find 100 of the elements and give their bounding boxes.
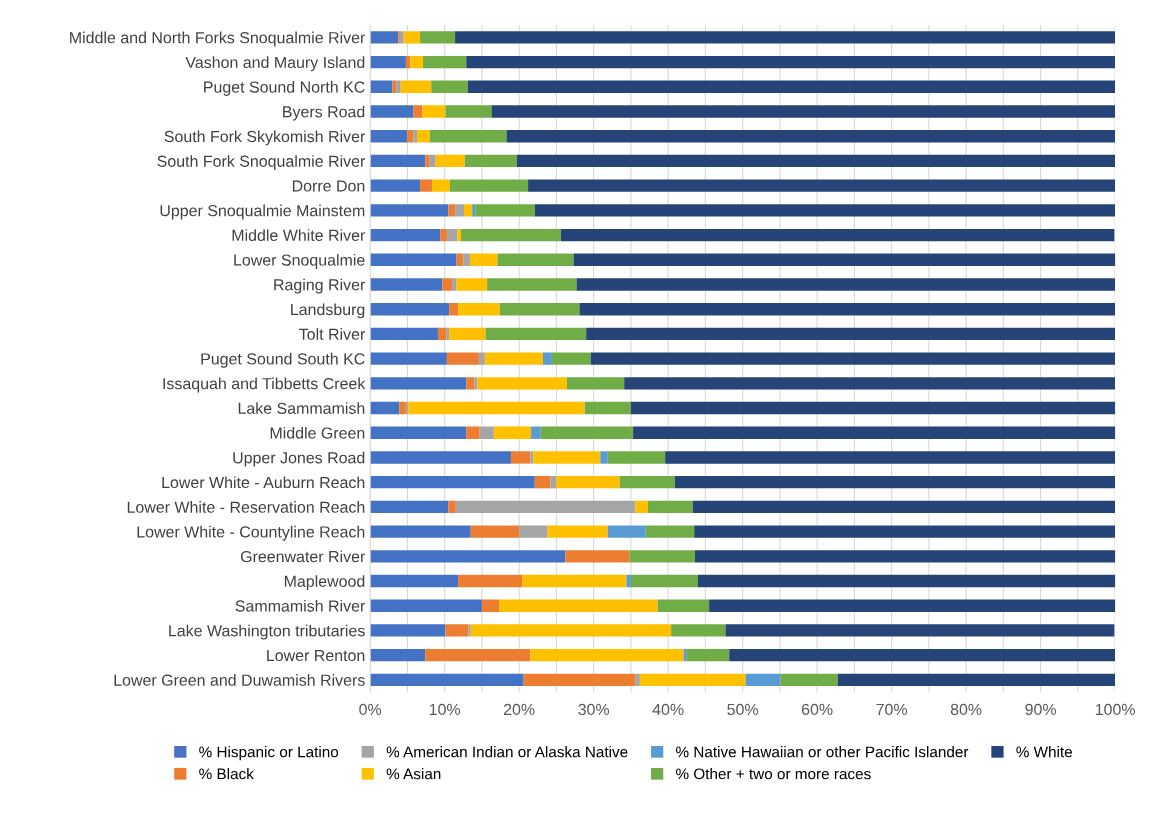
bar (478, 352, 485, 365)
bar (466, 55, 1116, 69)
x-tick-label: 80% (950, 703, 982, 716)
bar (420, 179, 432, 192)
bar (422, 105, 446, 118)
bar (467, 80, 1116, 93)
bar (370, 105, 414, 118)
bar (519, 525, 548, 538)
bar (449, 303, 459, 316)
y-tick-label: Lower Snoqualmie (234, 253, 365, 269)
bar (370, 426, 467, 439)
legend-label: % White (1016, 746, 1072, 758)
y-tick-label: Middle Green (270, 426, 365, 439)
bar (456, 278, 488, 291)
y-tick-label: Lower White - Auburn Reach (162, 476, 365, 489)
bar (487, 278, 577, 291)
bar (370, 648, 426, 662)
bar (497, 253, 574, 266)
bar (468, 624, 471, 637)
x-tick-label: 20% (503, 703, 535, 716)
bar (565, 550, 630, 563)
bar (370, 624, 446, 637)
y-tick-label: Lower White - Countyline Reach (137, 525, 365, 541)
bar (626, 574, 631, 588)
y-tick-label: Vashon and Maury Island (185, 56, 365, 72)
bar (531, 426, 541, 439)
bar (745, 673, 781, 687)
x-tick-label: 0% (359, 703, 382, 716)
bar (370, 599, 482, 612)
bar (586, 327, 1116, 341)
legend-label: % Native Hawaiian or other Pacific Islander (676, 746, 969, 758)
bar (624, 377, 1116, 390)
legend-label: % Black (199, 768, 254, 780)
bar (674, 476, 1116, 489)
bar (550, 476, 557, 489)
bar (457, 228, 462, 242)
bar (370, 278, 443, 291)
bar (542, 352, 552, 365)
bar (425, 154, 430, 168)
bar (780, 673, 838, 687)
y-tick-label: Lower White - Reservation Reach (127, 501, 365, 513)
bar (725, 624, 1115, 637)
y-tick-label: Landsburg (291, 303, 365, 319)
bar (648, 500, 693, 514)
y-tick-label: Greenwater River (240, 550, 366, 563)
bar (370, 352, 447, 365)
x-tick-label: 50% (727, 703, 759, 716)
bar (484, 352, 543, 365)
bar (440, 228, 447, 242)
bar (423, 55, 467, 69)
bar (455, 500, 636, 514)
bar (630, 401, 1116, 415)
bar (556, 476, 620, 489)
bar (403, 31, 421, 44)
bar (475, 204, 535, 217)
bar (452, 278, 457, 291)
bar (657, 599, 710, 612)
bar (410, 55, 424, 69)
bar (370, 303, 450, 316)
bar (630, 574, 698, 588)
bar (370, 228, 441, 242)
bar (477, 377, 567, 390)
bar (370, 500, 449, 514)
legend-label: % Hispanic or Latino (199, 746, 339, 761)
bar (458, 303, 500, 316)
y-tick-label: Middle and North Forks Snoqualmie River (70, 31, 366, 47)
y-tick-label: South Fork Snoqualmie River (157, 155, 366, 171)
bar (370, 253, 457, 266)
bar (461, 228, 561, 242)
bar (370, 377, 467, 390)
bar (445, 624, 469, 637)
bar (474, 377, 478, 390)
bar (694, 525, 1116, 538)
bar (516, 154, 1116, 168)
bar (639, 673, 746, 687)
bar (458, 574, 523, 588)
bar (420, 31, 456, 44)
bar (584, 401, 631, 415)
bar (709, 599, 1116, 612)
bar (491, 105, 1116, 118)
bar (485, 327, 587, 341)
bar (470, 624, 672, 637)
bar (579, 303, 1116, 316)
bar (370, 179, 421, 192)
bar (590, 352, 1116, 365)
bar (510, 451, 531, 464)
bar (506, 130, 1116, 143)
bar (370, 154, 426, 168)
y-tick-label: Upper Snoqualmie Mainstem (160, 204, 365, 220)
bar (472, 204, 476, 217)
bar (493, 426, 532, 439)
bar (522, 574, 627, 588)
bar (417, 130, 430, 143)
bar (396, 80, 401, 93)
bar (635, 500, 649, 514)
bar (534, 476, 551, 489)
bar (837, 673, 1116, 687)
bar (435, 154, 465, 168)
bar (671, 624, 726, 637)
bar (523, 673, 636, 687)
